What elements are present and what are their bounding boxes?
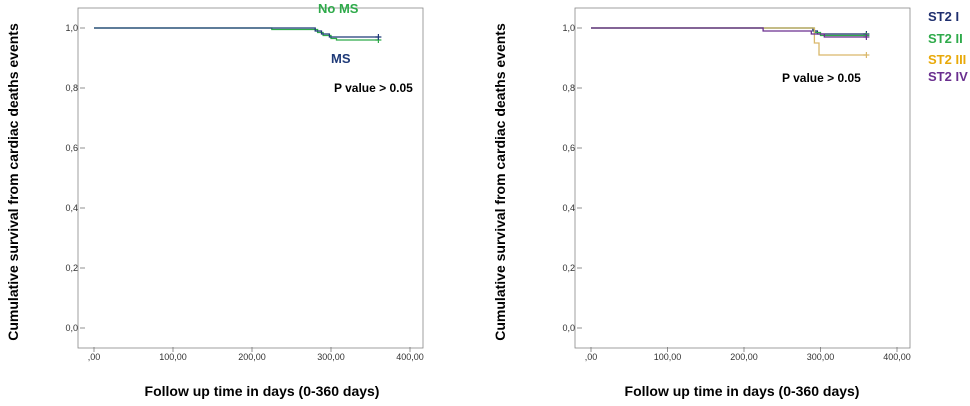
right-p-value: P value > 0.05: [782, 71, 861, 85]
left-x-tick-label: ,00: [88, 352, 101, 362]
left-y-axis-title: Cumulative survival from cardiac deaths …: [5, 23, 21, 341]
right-censor-mark: [863, 52, 870, 58]
left-y-tick-label: 0,6: [65, 143, 78, 153]
left-y-tick-label: 0,8: [65, 83, 78, 93]
legend-label-st2-iii: ST2 III: [928, 52, 966, 67]
right-axis-ticks: 0,0 0,2 0,4 0,6 0,8 1,0 ,00 100,00 200,00 300,00 4…: [562, 23, 910, 362]
right-x-tick-label: 300,00: [807, 352, 835, 362]
right-series-line-st2-iv: [591, 27, 867, 38]
left-y-tick-label: 0,4: [65, 203, 78, 213]
left-x-axis-title: Follow up time in days (0-360 days): [145, 383, 380, 399]
left-y-tick-label: 0,2: [65, 263, 78, 273]
right-series-line-st2-i: [591, 27, 867, 35]
right-y-tick-label: 1,0: [562, 23, 575, 33]
right-x-axis-title: Follow up time in days (0-360 days): [625, 383, 860, 399]
right-y-tick-label: 0,4: [562, 203, 575, 213]
right-plot-frame: [574, 7, 911, 349]
right-y-axis-title: Cumulative survival from cardiac deaths …: [492, 23, 508, 341]
left-x-tick-label: 200,00: [238, 352, 266, 362]
right-x-tick-label: ,00: [585, 352, 598, 362]
legend-label-st2-iv: ST2 IV: [928, 69, 968, 84]
left-plot-frame: [77, 7, 424, 349]
left-series-line-no-ms: [94, 27, 379, 41]
right-series-line-st2-iii: [591, 27, 867, 56]
legend-label-no-ms: No MS: [318, 1, 359, 16]
left-y-tick-label: 1,0: [65, 23, 78, 33]
legend-label-st2-ii: ST2 II: [928, 31, 963, 46]
left-x-tick-label: 400,00: [396, 352, 424, 362]
left-series-line-ms: [94, 27, 379, 38]
left-x-tick-label: 100,00: [159, 352, 187, 362]
right-y-tick-label: 0,8: [562, 83, 575, 93]
left-p-value: P value > 0.05: [334, 81, 413, 95]
legend-label-ms: MS: [331, 51, 351, 66]
left-censor-mark: [375, 34, 382, 40]
right-x-tick-label: 200,00: [730, 352, 758, 362]
left-chart: Cumulative survival from cardiac deaths …: [5, 1, 424, 399]
left-axis-ticks: 0,0 0,2 0,4 0,6 0,8 1,0 ,00 100,00 200,00 300,00 4…: [65, 23, 423, 362]
right-y-tick-label: 0,2: [562, 263, 575, 273]
right-x-tick-label: 400,00: [883, 352, 911, 362]
right-chart: Cumulative survival from cardiac deaths …: [492, 7, 968, 399]
right-y-tick-label: 0,0: [562, 323, 575, 333]
left-y-tick-label: 0,0: [65, 323, 78, 333]
left-series-lines: [94, 27, 382, 43]
left-x-tick-label: 300,00: [317, 352, 345, 362]
right-censor-mark: [863, 34, 870, 40]
right-series-lines: [591, 27, 870, 58]
legend-label-st2-i: ST2 I: [928, 9, 959, 24]
right-x-tick-label: 100,00: [654, 352, 682, 362]
right-y-tick-label: 0,6: [562, 143, 575, 153]
